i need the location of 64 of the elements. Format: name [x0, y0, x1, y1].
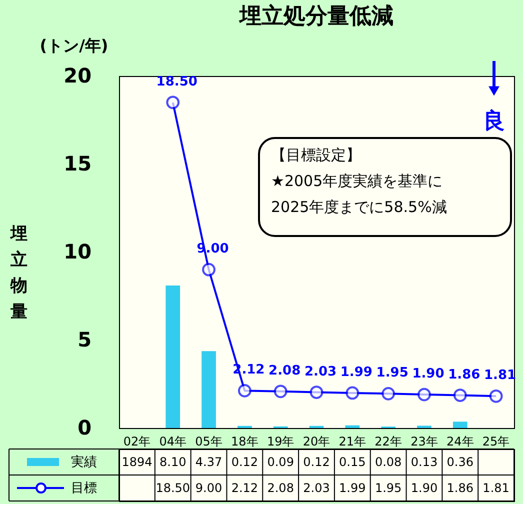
data-label: 0.12: [231, 455, 258, 469]
y-tick-label: 15: [64, 152, 92, 176]
y-axis-title: 埋立物量: [10, 224, 28, 322]
x-tick-label: 04年: [159, 434, 187, 448]
x-tick-label: 21年: [338, 434, 366, 448]
data-label: 1.81: [482, 481, 510, 495]
data-label: 1.86: [446, 481, 474, 495]
chart-title: 埋立処分量低減: [238, 3, 394, 29]
data-label: 2.08: [267, 481, 294, 495]
data-label: 8.10: [160, 455, 186, 469]
point: [274, 384, 288, 398]
point: [453, 388, 467, 402]
data-label: 1.99: [339, 481, 366, 495]
data-label: 2.12: [231, 481, 258, 495]
x-tick-label: 05年: [195, 434, 222, 448]
point: [418, 388, 431, 402]
data-label: 0.15: [339, 455, 366, 469]
point: [202, 262, 216, 276]
point: [489, 389, 503, 403]
y-tick-label: 20: [64, 64, 92, 88]
point: [238, 384, 252, 398]
data-label: 0.12: [303, 455, 330, 469]
data-label: 0.13: [410, 455, 438, 469]
text: 2.08: [268, 363, 301, 378]
data-label: 1.90: [410, 481, 438, 495]
text: 1.99: [340, 364, 372, 380]
annotation: 良: [483, 108, 505, 134]
x-tick-label: 20年: [302, 434, 330, 448]
bar: [202, 351, 216, 428]
legend-label: 目標: [71, 481, 97, 496]
x-tick-label: 23年: [410, 434, 438, 448]
text: 1.86: [448, 367, 480, 382]
x-tick-label: 18年: [231, 434, 258, 448]
text: 2.03: [304, 364, 337, 380]
y-tick-label: 0: [78, 416, 92, 440]
x-tick-label: 22年: [374, 434, 402, 448]
text: (トン/年): [40, 36, 108, 55]
bar: [166, 285, 180, 428]
legend-label: 実績: [71, 454, 97, 470]
data-label: 4.37: [195, 455, 222, 469]
x-tick-label: 25年: [482, 434, 510, 448]
data-label: 0.09: [267, 455, 294, 469]
annotation: 【目標設定】 ★2005年度実績を基準に 2025年度までに58.5%減: [271, 146, 447, 216]
x-tick-label: 24年: [446, 434, 474, 448]
data-label: 0.08: [374, 455, 402, 469]
text: 1894: [122, 455, 152, 469]
point: [382, 386, 396, 400]
data-label: 9.00: [195, 481, 222, 495]
point: [310, 386, 324, 399]
bar: [345, 425, 360, 428]
text: 18.50: [156, 74, 198, 90]
data-label: 0.36: [446, 455, 474, 469]
y-tick-label: 5: [78, 328, 92, 352]
text: 1.90: [412, 366, 444, 382]
text: 1.95: [376, 366, 408, 381]
x-tick-label: 19年: [266, 434, 294, 448]
x-tick-label: 02年: [123, 434, 151, 448]
point: [346, 386, 360, 400]
y-tick-label: 10: [64, 240, 92, 264]
point: [166, 96, 180, 110]
data-label: 18.50: [156, 481, 190, 495]
data-label: 2.03: [303, 481, 330, 495]
data-label: 1.95: [374, 481, 402, 495]
bar: [452, 422, 468, 428]
